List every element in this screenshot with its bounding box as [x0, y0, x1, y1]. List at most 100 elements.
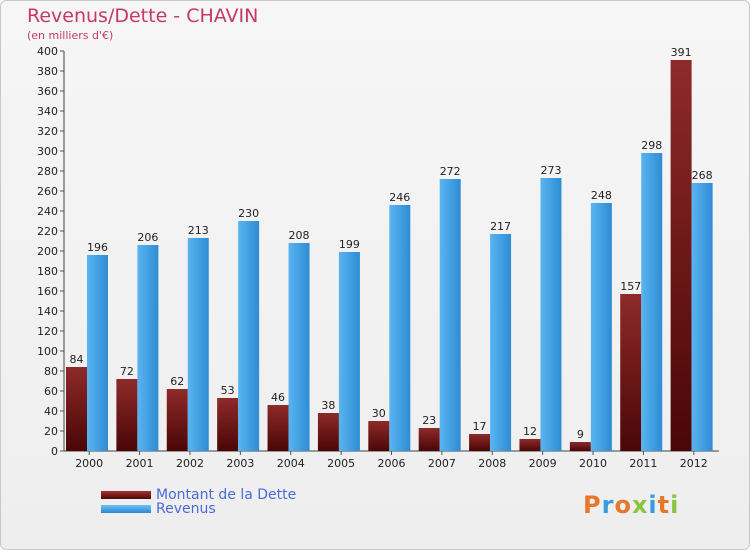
bar-dette	[166, 389, 188, 451]
data-label-revenus: 199	[339, 238, 360, 251]
x-tick-label: 2008	[478, 457, 506, 470]
y-tick-label: 200	[37, 245, 58, 258]
data-label-revenus: 248	[591, 189, 612, 202]
data-label-revenus: 208	[289, 229, 310, 242]
x-tick-label: 2005	[327, 457, 355, 470]
chart-legend: Montant de la Dette Revenus	[101, 488, 296, 516]
y-tick-label: 140	[37, 305, 58, 318]
y-tick-label: 160	[37, 285, 58, 298]
bar-dette	[569, 442, 591, 451]
x-tick-label: 2002	[176, 457, 204, 470]
y-tick-label: 400	[37, 45, 58, 58]
logo-letter: x	[631, 491, 649, 519]
y-tick-label: 340	[37, 105, 58, 118]
legend-label-revenus: Revenus	[156, 501, 216, 517]
data-label-dette: 23	[422, 414, 436, 427]
bar-dette	[66, 367, 87, 451]
data-label-dette: 84	[70, 353, 84, 366]
data-label-revenus: 246	[389, 191, 410, 204]
logo-letter: o	[614, 491, 632, 519]
y-tick-label: 300	[37, 145, 58, 158]
x-tick-label: 2000	[75, 457, 103, 470]
y-tick-label: 240	[37, 205, 58, 218]
data-label-dette: 391	[671, 46, 692, 59]
x-tick-label: 2007	[428, 457, 456, 470]
bar-dette	[519, 439, 541, 451]
data-label-revenus: 196	[87, 241, 108, 254]
data-label-revenus: 268	[692, 169, 713, 182]
x-tick-label: 2009	[529, 457, 557, 470]
x-tick-label: 2010	[579, 457, 607, 470]
bar-revenus	[338, 252, 360, 451]
y-tick-label: 260	[37, 185, 58, 198]
bar-revenus	[187, 238, 209, 451]
bar-revenus	[439, 179, 461, 451]
data-label-dette: 157	[620, 280, 641, 293]
data-label-dette: 9	[577, 428, 584, 441]
data-label-dette: 72	[120, 365, 134, 378]
data-label-revenus: 273	[540, 164, 561, 177]
legend-swatch-revenus	[101, 505, 151, 513]
legend-item-dette: Montant de la Dette	[101, 488, 296, 502]
bar-revenus	[238, 221, 260, 451]
y-tick-label: 80	[44, 365, 58, 378]
data-label-dette: 30	[372, 407, 386, 420]
bar-dette	[217, 398, 239, 451]
data-label-revenus: 230	[238, 207, 259, 220]
x-tick-label: 2001	[126, 457, 154, 470]
y-tick-label: 360	[37, 85, 58, 98]
y-tick-label: 0	[51, 445, 58, 458]
data-label-revenus: 272	[440, 165, 461, 178]
x-tick-label: 2003	[226, 457, 254, 470]
y-tick-label: 220	[37, 225, 58, 238]
data-label-dette: 12	[523, 425, 537, 438]
data-label-dette: 46	[271, 391, 285, 404]
bar-revenus	[87, 255, 108, 451]
y-tick-label: 380	[37, 65, 58, 78]
data-label-revenus: 213	[188, 224, 209, 237]
y-tick-label: 180	[37, 265, 58, 278]
data-label-revenus: 206	[137, 231, 158, 244]
bar-dette	[317, 413, 339, 451]
y-tick-label: 120	[37, 325, 58, 338]
y-tick-label: 280	[37, 165, 58, 178]
logo-letter: i	[648, 491, 658, 519]
chart-title: Revenus/Dette - CHAVIN	[27, 5, 259, 27]
y-tick-label: 320	[37, 125, 58, 138]
bar-dette	[469, 434, 491, 451]
bar-dette	[620, 294, 642, 451]
bar-revenus	[641, 153, 663, 451]
bar-dette	[116, 379, 138, 451]
data-label-revenus: 217	[490, 220, 511, 233]
bar-revenus	[590, 203, 612, 451]
proxiti-logo: Proxiti	[583, 491, 679, 519]
logo-letter: i	[670, 491, 680, 519]
data-label-dette: 38	[321, 399, 335, 412]
bar-dette	[418, 428, 440, 451]
data-label-dette: 53	[221, 384, 235, 397]
bar-revenus	[540, 178, 562, 451]
logo-letter: r	[601, 491, 615, 519]
y-tick-label: 100	[37, 345, 58, 358]
logo-letter: P	[583, 491, 602, 519]
x-tick-label: 2011	[629, 457, 657, 470]
y-tick-label: 40	[44, 405, 58, 418]
legend-swatch-dette	[101, 491, 151, 499]
x-tick-label: 2012	[680, 457, 708, 470]
chart-subtitle: (en milliers d'€)	[27, 29, 114, 42]
bar-dette	[267, 405, 289, 451]
logo-letter: t	[657, 491, 671, 519]
y-tick-label: 60	[44, 385, 58, 398]
bar-revenus	[288, 243, 310, 451]
data-label-dette: 17	[473, 420, 487, 433]
x-tick-label: 2004	[277, 457, 305, 470]
legend-label-dette: Montant de la Dette	[156, 487, 297, 503]
bar-dette	[368, 421, 390, 451]
data-label-dette: 62	[170, 375, 184, 388]
x-tick-label: 2006	[378, 457, 406, 470]
legend-item-revenus: Revenus	[101, 502, 296, 516]
bar-revenus	[490, 234, 512, 451]
y-tick-label: 20	[44, 425, 58, 438]
